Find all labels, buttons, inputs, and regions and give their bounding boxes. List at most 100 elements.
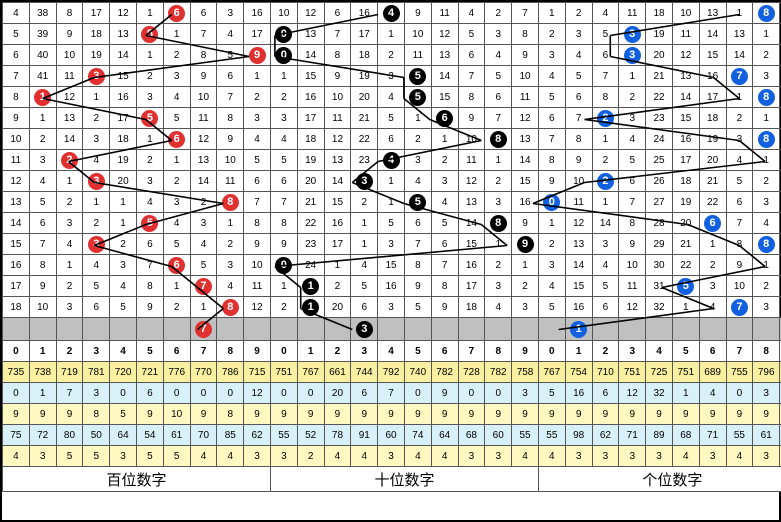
stat-cell: 3	[565, 446, 592, 467]
stat-cell: 9	[592, 404, 619, 425]
stat-cell: 8	[83, 404, 110, 425]
stat-cell: 9	[404, 404, 431, 425]
stat-cell: 85	[217, 425, 244, 446]
stat-cell: 5	[56, 446, 83, 467]
stat-cell: 728	[458, 362, 485, 383]
stat-cell: 0	[3, 383, 30, 404]
digit-header: 5	[404, 341, 431, 362]
stat-cell: 8	[217, 404, 244, 425]
stat-cell: 4	[324, 446, 351, 467]
stat-cell: 4	[3, 446, 30, 467]
stat-cell: 62	[244, 425, 271, 446]
ball-tens: 6	[431, 108, 458, 129]
stat-cell: 740	[404, 362, 431, 383]
stat-cell: 91	[351, 425, 378, 446]
stat-cell: 0	[270, 383, 297, 404]
stat-cell: 60	[485, 425, 512, 446]
stat-cell: 689	[699, 362, 726, 383]
stat-cell: 781	[83, 362, 110, 383]
digit-header: 1	[565, 341, 592, 362]
ball-tens: 5	[404, 66, 431, 87]
stat-cell: 720	[110, 362, 137, 383]
stat-cell: 9	[297, 404, 324, 425]
stat-cell: 4	[351, 446, 378, 467]
stat-cell: 786	[217, 362, 244, 383]
stat-cell: 9	[136, 404, 163, 425]
ball-ones: 8	[753, 234, 780, 255]
ball-hundreds: 9	[244, 45, 271, 66]
stat-cell: 758	[512, 362, 539, 383]
stat-cell: 3	[83, 383, 110, 404]
ball-ones: 5	[672, 276, 699, 297]
stat-cell: 754	[565, 362, 592, 383]
ball-ones: 2	[592, 171, 619, 192]
ball-tens: 5	[404, 87, 431, 108]
stat-cell: 3	[378, 446, 405, 467]
stat-cell: 75	[3, 425, 30, 446]
digit-header: 6	[699, 341, 726, 362]
stat-cell: 3	[512, 383, 539, 404]
stat-cell: 1	[672, 383, 699, 404]
stat-cell: 710	[592, 362, 619, 383]
ball-tens: 5	[404, 192, 431, 213]
stat-cell: 776	[163, 362, 190, 383]
stat-cell: 9	[244, 404, 271, 425]
stat-cell: 3	[619, 446, 646, 467]
digit-header: 8	[485, 341, 512, 362]
stat-cell: 9	[512, 404, 539, 425]
stat-cell: 78	[324, 425, 351, 446]
stat-cell: 9	[699, 404, 726, 425]
stat-cell: 9	[538, 404, 565, 425]
stat-cell: 9	[458, 404, 485, 425]
ball-tens: 1	[297, 297, 324, 318]
stat-cell: 792	[378, 362, 405, 383]
stat-cell: 5	[163, 446, 190, 467]
stat-cell: 55	[270, 425, 297, 446]
stat-cell: 782	[431, 362, 458, 383]
ball-tens: 8	[485, 129, 512, 150]
stat-cell: 7	[378, 383, 405, 404]
ball-hundreds: 3	[83, 66, 110, 87]
stat-cell: 9	[431, 383, 458, 404]
ball-tens: 1	[297, 276, 324, 297]
ball-tens: 8	[485, 213, 512, 234]
stat-cell: 782	[485, 362, 512, 383]
stat-cell: 9	[378, 404, 405, 425]
digit-header: 3	[83, 341, 110, 362]
stat-cell: 12	[244, 383, 271, 404]
ball-ones: 3	[619, 24, 646, 45]
stat-cell: 62	[592, 425, 619, 446]
ball-tens: 9	[512, 234, 539, 255]
stat-cell: 4	[538, 446, 565, 467]
stat-cell: 0	[404, 383, 431, 404]
stat-cell: 72	[29, 425, 56, 446]
ball-hundreds: 2	[56, 150, 83, 171]
stat-cell: 661	[324, 362, 351, 383]
stat-cell: 3	[110, 446, 137, 467]
ball-ones: 7	[726, 297, 753, 318]
ball-ones: 8	[753, 3, 780, 24]
stat-cell: 71	[699, 425, 726, 446]
digit-header: 4	[646, 341, 673, 362]
stat-cell: 738	[29, 362, 56, 383]
ball-ones: 8	[753, 129, 780, 150]
digit-header: 8	[753, 341, 780, 362]
stat-cell: 0	[190, 383, 217, 404]
stat-cell: 68	[458, 425, 485, 446]
stat-cell: 55	[726, 425, 753, 446]
stat-cell: 50	[83, 425, 110, 446]
stat-cell: 0	[297, 383, 324, 404]
stat-cell: 0	[485, 383, 512, 404]
ball-ones: 7	[726, 66, 753, 87]
digit-header: 6	[431, 341, 458, 362]
stat-cell: 3	[646, 446, 673, 467]
stat-cell: 3	[270, 446, 297, 467]
stat-cell: 9	[485, 404, 512, 425]
stat-cell: 9	[565, 404, 592, 425]
stat-cell: 70	[190, 425, 217, 446]
stat-cell: 4	[217, 446, 244, 467]
ball-hundreds: 7	[190, 318, 217, 341]
ball-hundreds: 7	[190, 276, 217, 297]
stat-cell: 55	[538, 425, 565, 446]
stat-cell: 796	[753, 362, 780, 383]
